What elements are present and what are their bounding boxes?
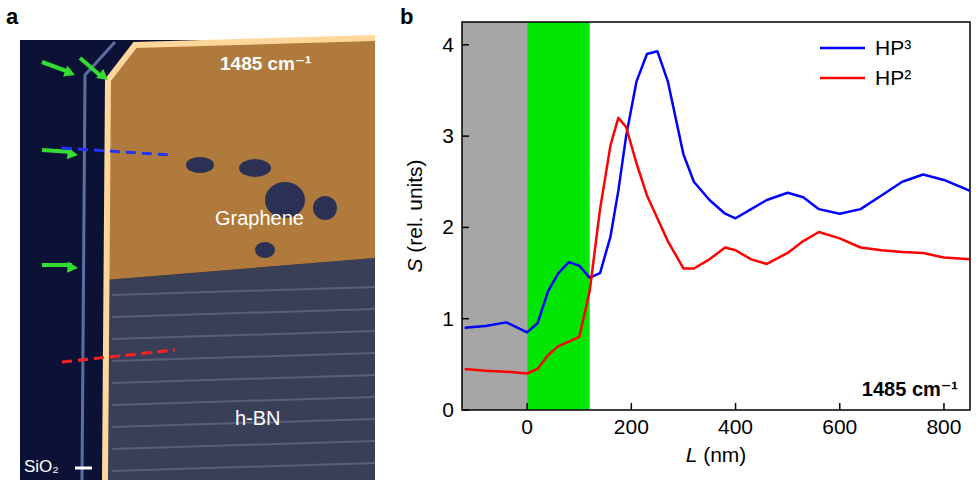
- hbn-fringe: [112, 287, 375, 295]
- hbn-region: [102, 258, 375, 480]
- outer-edge: [82, 42, 115, 480]
- plot-area: [462, 22, 970, 410]
- y-tick: [462, 227, 469, 229]
- hbn-fringe: [112, 375, 375, 383]
- annotation: 1485 cm⁻¹: [862, 378, 959, 400]
- figure: a 1485 cm⁻¹ Graphene h-BN SiO₂ b 0 200 400 600 800…: [0, 0, 978, 487]
- profile-line-red: [62, 350, 175, 362]
- y-tick: [462, 135, 469, 137]
- y-axis-title: S (rel. units): [403, 159, 426, 272]
- y-tick-label: 3: [442, 124, 454, 147]
- image-background: [20, 40, 375, 480]
- hbn-fringe: [112, 331, 375, 339]
- arrow: [80, 58, 102, 77]
- panel-letter: a: [6, 4, 19, 29]
- x-tick: [943, 403, 945, 410]
- defect: [239, 159, 271, 177]
- defect: [186, 157, 214, 173]
- arrow: [42, 150, 72, 152]
- defect: [313, 196, 337, 220]
- x-tick: [839, 403, 841, 410]
- y-tick-label: 4: [442, 33, 454, 56]
- legend-swatch: [820, 77, 865, 80]
- hbn-fringe: [112, 463, 375, 471]
- shaded-region: [527, 22, 590, 410]
- legend-label: HP³: [875, 36, 911, 59]
- y-tick: [462, 409, 469, 411]
- legend-label: HP²: [875, 66, 911, 89]
- profile-line-blue: [62, 148, 170, 155]
- image-label: h-BN: [235, 407, 281, 429]
- x-axis-title: L (nm): [686, 443, 747, 466]
- x-tick-label: 400: [718, 415, 753, 438]
- x-tick-label: 800: [926, 415, 961, 438]
- arrow-head: [67, 261, 78, 272]
- image-panel: 1485 cm⁻¹ Graphene h-BN SiO₂: [20, 38, 375, 480]
- x-tick-label: 600: [822, 415, 857, 438]
- legend: HP³ HP²: [820, 36, 911, 89]
- series-line: [465, 51, 970, 332]
- legend-swatch: [820, 47, 865, 50]
- arrow: [42, 62, 69, 72]
- y-tick: [462, 44, 469, 46]
- image-label: 1485 cm⁻¹: [220, 53, 311, 74]
- bright-edge: [105, 38, 375, 480]
- y-tick: [462, 318, 469, 320]
- x-tick-label: 0: [521, 415, 533, 438]
- panel-letter: b: [400, 4, 413, 29]
- image-label: Graphene: [215, 207, 304, 229]
- hbn-fringe: [112, 309, 375, 317]
- plot-frame: [462, 22, 970, 410]
- x-tick: [631, 403, 633, 410]
- arrow-head: [96, 69, 108, 80]
- hbn-fringe: [112, 397, 375, 405]
- series-line: [465, 118, 970, 374]
- scale-bar: [75, 467, 92, 470]
- x-tick: [735, 403, 737, 410]
- graphene-region: [105, 40, 375, 280]
- arrow-head: [63, 66, 75, 77]
- y-tick-label: 0: [442, 398, 454, 421]
- arrow: [42, 263, 72, 267]
- y-tick-label: 2: [442, 215, 454, 238]
- hbn-fringe: [112, 353, 375, 361]
- image-label: SiO₂: [24, 457, 59, 476]
- shaded-region: [462, 22, 527, 410]
- defect: [255, 242, 275, 258]
- y-tick-label: 1: [442, 307, 454, 330]
- x-tick: [526, 403, 528, 410]
- x-tick-label: 200: [614, 415, 649, 438]
- hbn-fringe: [112, 441, 375, 449]
